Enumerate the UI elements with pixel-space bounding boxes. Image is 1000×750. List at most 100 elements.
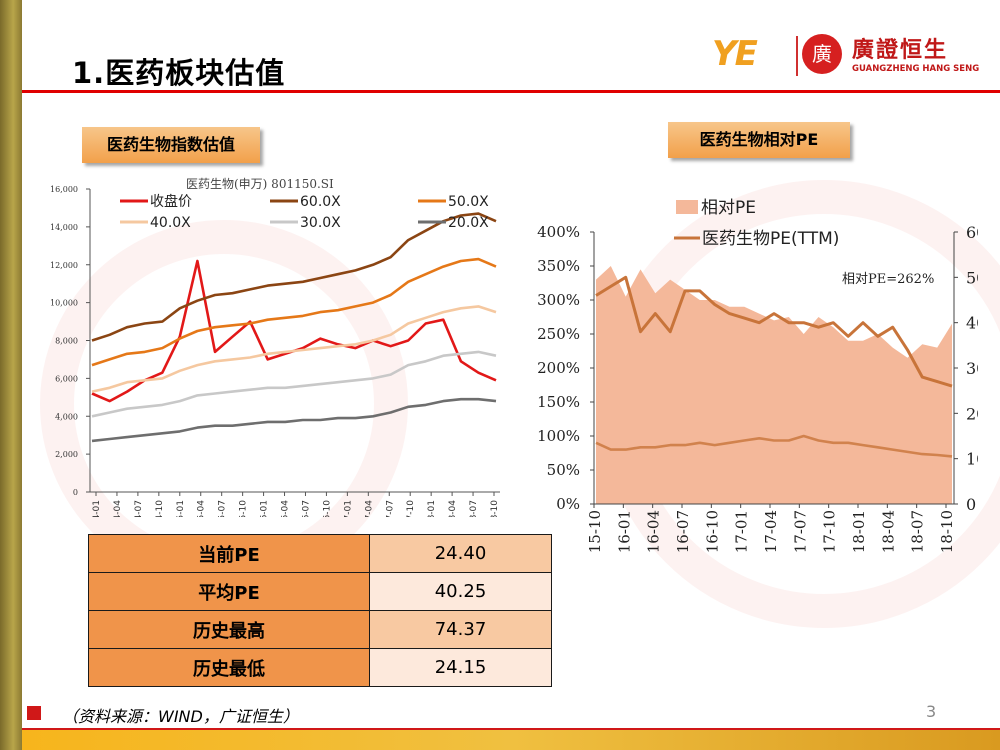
stat-value: 74.37 [369, 610, 552, 649]
stat-value: 24.40 [369, 534, 552, 573]
relative-baseline-line [595, 434, 953, 458]
source-note: （资料来源：WIND，广证恒生） [62, 707, 299, 726]
y-left-tick-label: 150% [537, 393, 580, 411]
x-tick-label: 17-10 [406, 500, 416, 517]
y-tick-label: 10,000 [50, 299, 78, 308]
x-tick-label: 18-07 [469, 500, 479, 517]
page-title: 1.医药板块估值 [72, 56, 286, 90]
y-right-tick-label: 0 [966, 495, 976, 514]
x-tick-label: 18-10 [938, 510, 956, 553]
stat-label: 平均PE [88, 572, 370, 611]
y-tick-label: 8,000 [55, 337, 78, 346]
chart-annotation: 相对PE=262% [842, 272, 934, 287]
x-tick-label: 16-10 [703, 510, 721, 553]
y-left-tick-label: 0% [556, 495, 580, 513]
series-line-50.0X [91, 257, 497, 367]
x-tick-label: 16-01 [615, 510, 633, 553]
pe-ttm-line [595, 275, 953, 388]
y-right-tick-label: 50 [966, 268, 978, 287]
x-tick-label: 15-10 [239, 500, 249, 517]
y-tick-label: 2,000 [55, 450, 78, 459]
stat-label: 历史最低 [88, 648, 370, 687]
y-left-tick-label: 50% [547, 461, 580, 479]
x-tick-label: 14-01 [92, 500, 102, 517]
x-tick-label: 14-10 [155, 500, 165, 517]
y-left-tick-label: 350% [537, 257, 580, 275]
ye-logo-mark: YE [712, 34, 758, 74]
y-left-tick-label: 250% [537, 325, 580, 343]
relative-pe-chart: 0% 50% 100% 150% 200% 250% 300% 350% 400% 0 10 20 30… [537, 198, 978, 553]
x-tick-label: 16-04 [645, 510, 663, 553]
x-tick-label: 17-01 [343, 500, 353, 517]
legend-label: 20.0X [448, 215, 489, 231]
x-tick-label: 18-04 [448, 500, 458, 517]
x-tick-label: 15-04 [197, 500, 207, 517]
x-tick-label: 17-04 [762, 510, 780, 553]
y-left-tick-label: 200% [537, 359, 580, 377]
index-valuation-chart: 0 2,000 4,000 6,000 8,000 10,000 12,000 14,000 1… [50, 177, 500, 517]
page-number: 3 [926, 702, 937, 721]
right-chart-label: 医药生物相对PE [668, 122, 850, 158]
x-tick-label: 14-07 [134, 500, 144, 517]
series-line-30.0X [91, 350, 497, 418]
legend-label: 30.0X [300, 215, 341, 231]
x-tick-label: 15-07 [218, 500, 228, 517]
x-tick-label: 18-04 [879, 510, 897, 553]
x-tick-label: 16-07 [674, 510, 692, 553]
source-bullet-icon [27, 706, 41, 720]
relative-pe-area [596, 266, 952, 504]
legend-label: 60.0X [300, 194, 341, 210]
series-line-60.0X [91, 212, 497, 342]
title-underline [22, 90, 1000, 93]
table-row: 历史最高 74.37 [88, 610, 552, 649]
legend-label: 收盘价 [150, 193, 192, 210]
logo-name-cn: 廣證恒生 [852, 38, 949, 63]
logo-badge-icon: 廣 [802, 34, 842, 74]
x-tick-label: 16-10 [322, 500, 332, 517]
logo-divider [796, 36, 798, 76]
series-line-40.0X [91, 305, 497, 393]
legend-label: 40.0X [150, 215, 191, 231]
y-tick-label: 0 [73, 488, 78, 497]
x-tick-label: 18-07 [909, 510, 927, 553]
y-tick-label: 16,000 [50, 185, 78, 194]
legend-label: 相对PE [701, 198, 756, 218]
x-tick-label: 16-01 [260, 500, 270, 517]
y-tick-label: 6,000 [55, 374, 78, 383]
x-tick-label: 18-10 [490, 500, 500, 517]
x-tick-label: 15-01 [176, 500, 186, 517]
stat-value: 24.15 [369, 648, 552, 687]
y-right-tick-label: 10 [966, 450, 978, 469]
x-tick-label: 17-04 [364, 500, 374, 517]
legend-swatch [676, 200, 698, 214]
series-line-20.0X [91, 397, 497, 443]
y-right-tick-label: 60 [966, 223, 978, 242]
left-chart-label: 医药生物指数估值 [82, 127, 260, 163]
company-logo: YE 廣 廣證恒生 GUANGZHENG HANG SENG [712, 30, 979, 82]
y-tick-label: 14,000 [50, 223, 78, 232]
stat-label: 当前PE [88, 534, 370, 573]
x-tick-label: 16-04 [281, 500, 291, 517]
x-tick-label: 16-07 [301, 500, 311, 517]
x-tick-label: 17-07 [791, 510, 809, 553]
x-tick-label: 18-01 [850, 510, 868, 553]
stat-label: 历史最高 [88, 610, 370, 649]
y-left-tick-label: 300% [537, 291, 580, 309]
x-tick-label: 17-07 [385, 500, 395, 517]
table-row: 当前PE 24.40 [88, 534, 552, 573]
chart-title: 医药生物(申万) 801150.SI [186, 177, 334, 191]
y-tick-label: 4,000 [55, 412, 78, 421]
footer-rule [22, 728, 1000, 730]
table-row: 历史最低 24.15 [88, 648, 552, 687]
logo-name-en: GUANGZHENG HANG SENG [852, 64, 980, 74]
stat-value: 40.25 [369, 572, 552, 611]
pe-stats-table: 当前PE 24.40 平均PE 40.25 历史最高 74.37 历史最低 24.15 [88, 534, 552, 687]
x-tick-label: 17-10 [821, 510, 839, 553]
x-tick-label: 18-01 [427, 500, 437, 517]
left-accent-bar [0, 0, 22, 750]
y-tick-label: 12,000 [50, 261, 78, 270]
y-right-tick-label: 30 [966, 359, 978, 378]
x-tick-label: 17-01 [733, 510, 751, 553]
y-left-tick-label: 400% [537, 223, 580, 241]
y-left-tick-label: 100% [537, 427, 580, 445]
